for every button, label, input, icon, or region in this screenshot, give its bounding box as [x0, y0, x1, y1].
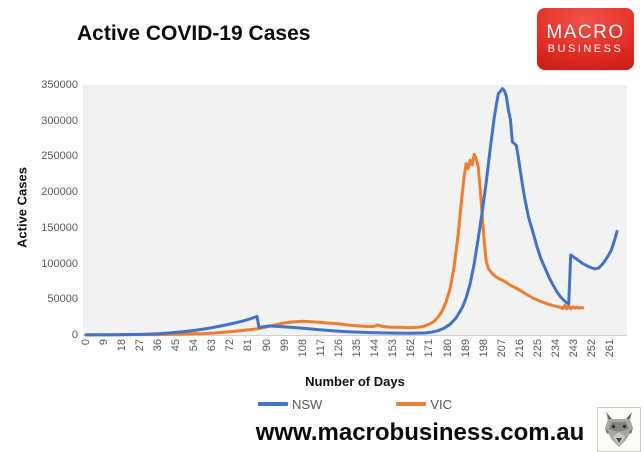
legend-swatch-nsw — [257, 402, 288, 406]
wolf-icon — [605, 412, 633, 447]
macrobusiness-logo: MACRO BUSINESS — [537, 8, 634, 70]
y-tick-label: 50000 — [47, 293, 78, 306]
x-tick-label: 243 — [568, 339, 581, 358]
x-tick-label: 180 — [441, 339, 454, 358]
y-tick-label: 300000 — [41, 114, 78, 127]
legend-label-nsw: NSW — [291, 396, 323, 412]
x-tick-label: 45 — [170, 339, 182, 352]
x-tick-label: 252 — [586, 339, 599, 358]
x-tick-label: 153 — [387, 339, 400, 358]
x-tick-label: 18 — [115, 339, 128, 352]
x-tick-label: 27 — [133, 339, 146, 352]
wolf-logo — [597, 407, 641, 452]
x-axis-title: Number of Days — [305, 374, 405, 389]
logo-line-macro: MACRO — [546, 21, 625, 43]
x-tick-label: 117 — [314, 339, 327, 357]
x-tick-label: 207 — [495, 339, 508, 358]
x-tick-label: 162 — [405, 339, 418, 358]
x-tick-label: 189 — [459, 339, 472, 358]
x-tick-label: 90 — [260, 339, 273, 352]
y-tick-label: 350000 — [41, 79, 78, 91]
x-tick-label: 0 — [79, 339, 92, 346]
x-tick-label: 9 — [97, 339, 110, 346]
x-tick-label: 54 — [188, 339, 201, 352]
y-tick-label: 150000 — [41, 221, 78, 234]
y-tick-label: 200000 — [41, 186, 78, 199]
x-tick-label: 135 — [351, 339, 364, 358]
x-tick-label: 63 — [206, 339, 219, 352]
x-tick-label: 108 — [296, 339, 309, 358]
x-tick-label: 126 — [332, 339, 345, 358]
x-tick-label: 144 — [369, 339, 382, 358]
page-title: Active COVID-19 Cases — [77, 22, 311, 45]
legend-item-vic: VIC — [396, 397, 452, 412]
chart-legend: NSW VIC — [83, 396, 627, 412]
y-tick-label: 100000 — [41, 257, 78, 270]
x-tick-label: 99 — [278, 339, 291, 352]
footer-url: www.macrobusiness.com.au — [255, 419, 585, 446]
x-tick-label: 261 — [604, 339, 617, 358]
x-tick-label: 171 — [423, 339, 436, 358]
legend-label-vic: VIC — [430, 396, 452, 412]
x-tick-label: 81 — [242, 339, 255, 352]
x-tick-label: 216 — [513, 339, 526, 358]
y-tick-label: 250000 — [41, 150, 78, 163]
x-tick-label: 198 — [477, 339, 490, 358]
x-tick-label: 72 — [224, 339, 237, 352]
x-tick-label: 36 — [151, 339, 164, 352]
y-axis-title: Active Cases — [14, 167, 30, 248]
legend-swatch-vic — [396, 402, 427, 406]
x-tick-label: 225 — [532, 339, 545, 358]
legend-item-nsw: NSW — [257, 396, 323, 412]
logo-line-business: BUSINESS — [547, 42, 624, 55]
x-tick-label: 234 — [550, 339, 563, 358]
chart-plot-area — [83, 85, 627, 336]
y-tick-label: 0 — [71, 329, 78, 341]
